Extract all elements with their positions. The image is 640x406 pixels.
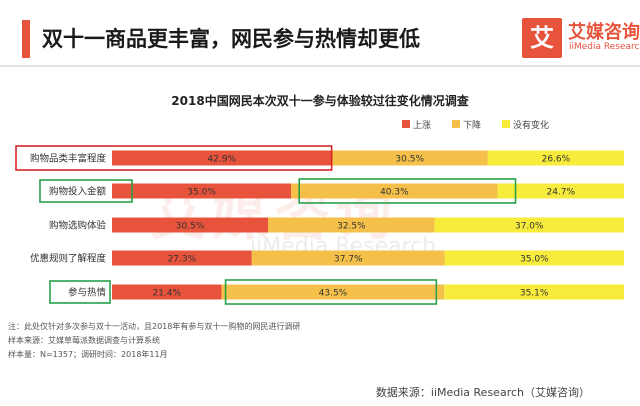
title-accent-bar — [22, 20, 30, 58]
bar-segment-nochange — [497, 183, 624, 199]
data-label: 35.0% — [520, 255, 549, 265]
legend-label-rise: 上涨 — [413, 120, 431, 131]
logo-mark: 艾 — [522, 18, 562, 58]
header-divider — [0, 65, 640, 67]
footnote-sample-size: 样本量：N=1357；调研时间：2018年11月 — [8, 350, 168, 359]
footnotes: 注：此处仅针对多次参与双十一活动，且2018年有参与双十一购物的网民进行调研 样… — [8, 320, 300, 362]
bar-segment-fall — [268, 217, 435, 233]
legend-swatch-nochange — [502, 120, 510, 128]
data-label: 35.1% — [520, 289, 549, 299]
category-label: 优惠规则了解程度 — [30, 253, 107, 265]
data-source: 数据来源：iiMedia Research（艾媒咨询） — [375, 386, 590, 399]
data-label: 40.3% — [380, 188, 409, 198]
data-label: 30.5% — [395, 155, 424, 165]
category-label: 购物投入金额 — [49, 186, 107, 198]
category-label: 购物选购体验 — [49, 220, 107, 232]
logo-text-cn: 艾媒咨询 — [568, 22, 640, 43]
bar-segment-fall — [331, 150, 488, 166]
category-label: 购物品类丰富程度 — [30, 153, 107, 165]
highlight-box-green — [224, 279, 438, 305]
bar-segment-fall — [291, 183, 498, 199]
data-label: 42.9% — [208, 155, 237, 165]
iimedia-logo: 艾 艾媒咨询 iiMedia Research — [522, 16, 640, 60]
footnote-sample-source: 样本来源：艾媒草莓派数据调查与计算系统 — [8, 336, 160, 345]
bar-segment-rise — [112, 183, 292, 199]
data-label: 37.0% — [515, 222, 544, 232]
page-title: 双十一商品更丰富，网民参与热情却更低 — [42, 27, 420, 51]
bar-segment-fall — [251, 250, 445, 266]
chart-title: 2018中国网民本次双十一参与体验较过往变化情况调查 — [171, 94, 469, 108]
legend-label-nochange: 没有变化 — [513, 119, 549, 131]
logo-text-en: iiMedia Research — [569, 42, 640, 52]
data-label: 24.7% — [546, 188, 575, 198]
bar-segment-nochange — [434, 217, 624, 233]
bar-segment-nochange — [487, 150, 624, 166]
bar-segment-rise — [112, 217, 269, 233]
data-label: 35.0% — [187, 188, 216, 198]
data-label: 43.5% — [319, 289, 348, 299]
data-label: 21.4% — [152, 289, 181, 299]
highlight-box-green — [39, 179, 133, 203]
data-label: 27.3% — [168, 255, 197, 265]
highlight-box-green — [298, 178, 517, 204]
highlight-box-green — [49, 280, 111, 304]
data-label: 26.6% — [542, 155, 571, 165]
bar-segment-rise — [112, 284, 222, 300]
data-label: 37.7% — [334, 255, 363, 265]
bar-segment-nochange — [444, 250, 624, 266]
bar-segment-rise — [112, 250, 252, 266]
legend-label-fall: 下降 — [463, 119, 481, 131]
bar-segment-fall — [221, 284, 445, 300]
highlight-box-red — [15, 145, 333, 171]
legend-swatch-fall — [452, 120, 460, 128]
category-label: 参与热情 — [68, 287, 107, 299]
footnote-note: 注：此处仅针对多次参与双十一活动，且2018年有参与双十一购物的网民进行调研 — [8, 322, 301, 331]
data-label: 32.5% — [337, 222, 366, 232]
data-label: 30.5% — [176, 222, 205, 232]
bar-segment-rise — [112, 150, 332, 166]
legend-swatch-rise — [402, 120, 410, 128]
bar-segment-nochange — [444, 284, 624, 300]
